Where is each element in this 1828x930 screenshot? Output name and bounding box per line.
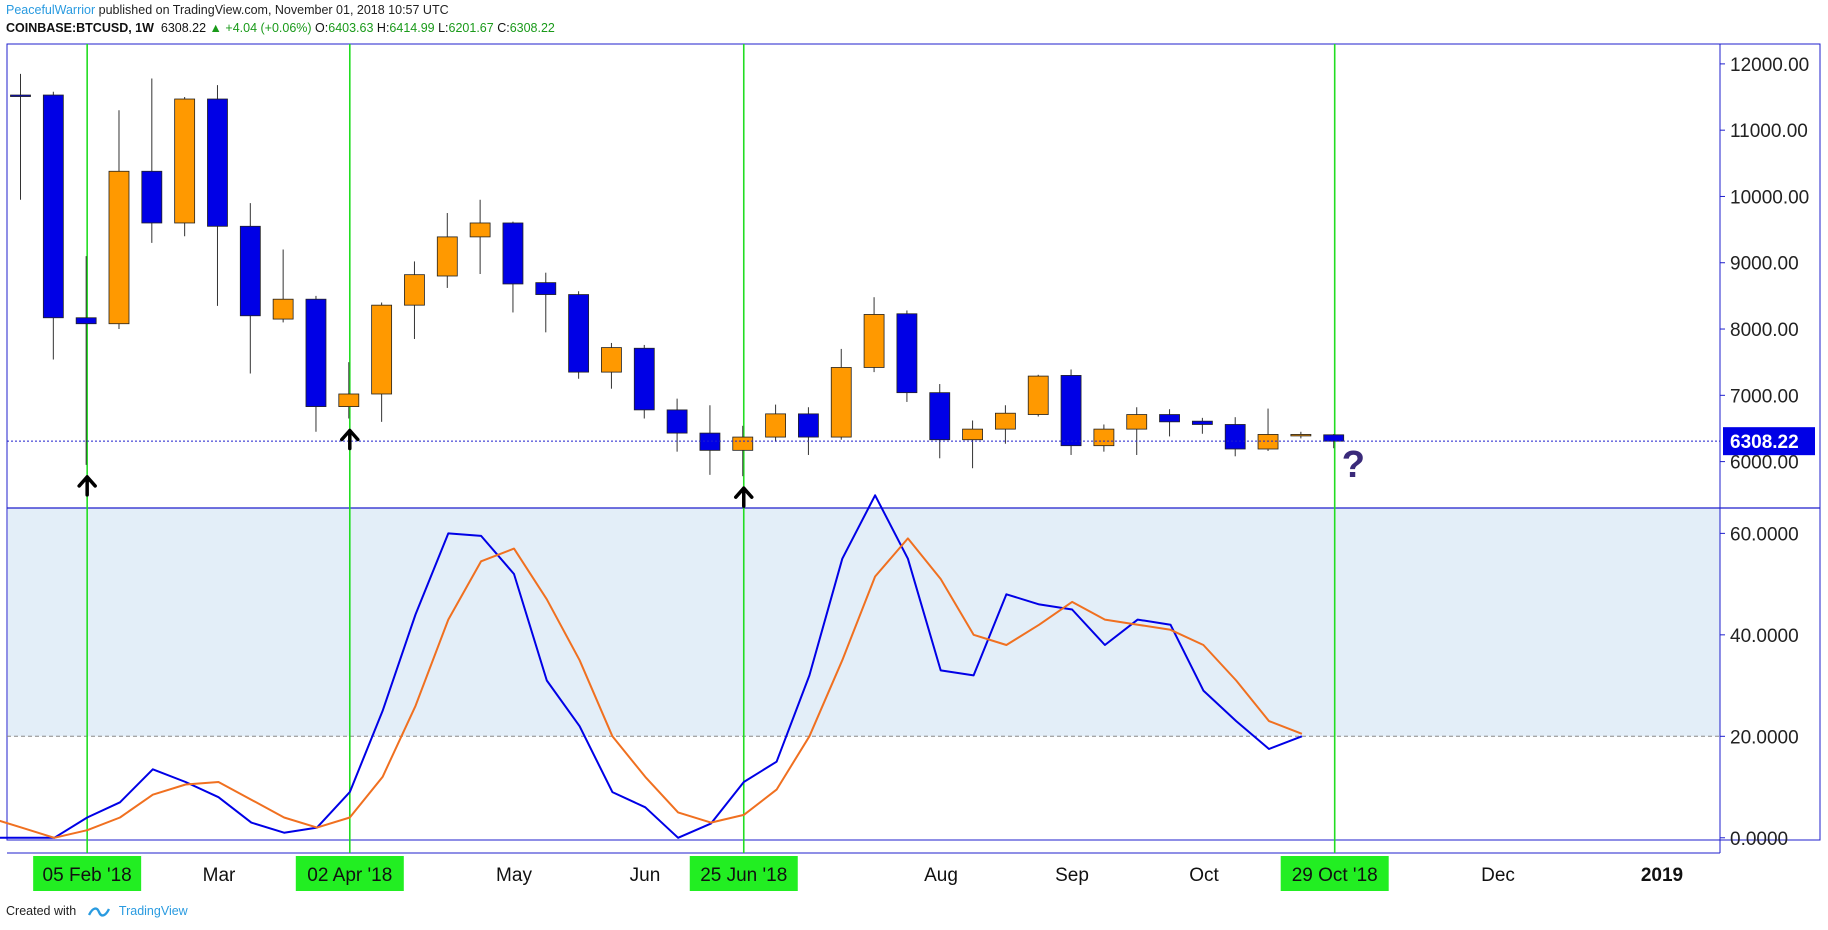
high-label: H: <box>376 21 390 35</box>
candle-body[interactable] <box>633 347 655 411</box>
candle-body[interactable] <box>75 317 97 325</box>
price-change: ▲ +4.04 (+0.06%) <box>209 21 312 35</box>
candle-body[interactable] <box>305 298 327 407</box>
stoch-k-line[interactable] <box>0 494 1303 839</box>
candle-body[interactable] <box>1093 428 1115 447</box>
stoch-tick-label: 60.0000 <box>1730 524 1799 545</box>
price-tick-label: 9000.00 <box>1730 254 1799 275</box>
up-arrow-icon <box>734 486 754 508</box>
stoch-tick-label: 20.0000 <box>1730 727 1799 748</box>
date-marker-badge <box>33 856 142 891</box>
candle-body[interactable] <box>469 222 491 238</box>
stoch-tick-label: 0.0000 <box>1730 829 1788 850</box>
candle-body[interactable] <box>174 98 196 224</box>
tradingview-link[interactable]: TradingView <box>118 904 188 918</box>
candle-body[interactable] <box>699 432 721 451</box>
candle-body[interactable] <box>1323 434 1345 442</box>
time-tick-label: Oct <box>1189 865 1219 886</box>
price-tick-label: 10000.00 <box>1730 187 1809 208</box>
symbol-label: COINBASE:BTCUSD, 1W <box>6 21 154 35</box>
time-tick-label: Mar <box>203 865 236 886</box>
candle-body[interactable] <box>371 304 393 395</box>
question-mark-annotation: ? <box>1342 444 1365 486</box>
candle-body[interactable] <box>1257 434 1279 450</box>
candle-body[interactable] <box>601 347 622 373</box>
stoch-d-line[interactable] <box>0 537 1303 839</box>
price-tick-label: 8000.00 <box>1730 320 1799 341</box>
created-with-text: Created with <box>6 904 77 918</box>
open-label: O: <box>315 21 329 35</box>
candle-body[interactable] <box>995 412 1016 430</box>
candle-body[interactable] <box>830 367 852 438</box>
time-tick-label: May <box>496 865 532 886</box>
candle-body[interactable] <box>568 294 590 373</box>
open-value: 6403.63 <box>328 21 374 35</box>
candle-body[interactable] <box>108 170 130 325</box>
candle-body[interactable] <box>1224 424 1246 450</box>
candle-body[interactable] <box>666 409 688 434</box>
time-tick-label: Sep <box>1055 865 1089 886</box>
candle-body[interactable] <box>436 236 458 277</box>
candle-body[interactable] <box>207 98 228 227</box>
candle-body[interactable] <box>798 413 819 438</box>
tradingview-logo-icon <box>87 907 110 917</box>
author-link[interactable]: PeacefulWarrior <box>6 3 96 17</box>
stoch-tick-label: 40.0000 <box>1730 626 1799 647</box>
close-value: 6308.22 <box>509 21 555 35</box>
candle-body[interactable] <box>962 428 983 441</box>
candle-body[interactable] <box>1159 414 1180 423</box>
time-tick-label: Dec <box>1481 865 1515 886</box>
candle-body[interactable] <box>239 225 261 317</box>
candle-body[interactable] <box>929 392 951 441</box>
candle-body[interactable] <box>141 170 163 224</box>
time-tick-label: 25 Jun '18 <box>700 865 787 886</box>
time-tick-label: 05 Feb '18 <box>43 865 132 886</box>
candle-body[interactable] <box>1027 375 1049 415</box>
candle-body[interactable] <box>1191 420 1213 425</box>
date-marker-badge <box>689 856 798 891</box>
price-tick-label: 7000.00 <box>1730 386 1799 407</box>
candle-body[interactable] <box>272 298 294 320</box>
low-label: L: <box>438 21 449 35</box>
price-tick-label: 12000.00 <box>1730 55 1809 76</box>
candle-body[interactable] <box>404 274 425 306</box>
candle-body[interactable] <box>732 436 754 451</box>
candle-body[interactable] <box>1290 434 1312 437</box>
low-value: 6201.67 <box>448 21 494 35</box>
high-value: 6414.99 <box>389 21 435 35</box>
time-tick-label: Aug <box>924 865 958 886</box>
last-price: 6308.22 <box>160 21 207 35</box>
ohlc-legend: COINBASE:BTCUSD, 1W 6308.22 ▲ +4.04 (+0.… <box>6 21 555 35</box>
candle-body[interactable] <box>1126 414 1148 430</box>
candle-body[interactable] <box>896 313 918 394</box>
candle-body[interactable] <box>10 94 31 97</box>
time-tick-label: Jun <box>630 865 661 886</box>
chart-frame <box>6 43 1821 841</box>
last-price-tag <box>1723 427 1815 456</box>
last-price-label: 6308.22 <box>1730 432 1799 453</box>
publish-text: published on TradingView.com, November 0… <box>98 3 449 17</box>
date-marker-badge <box>295 856 404 891</box>
publish-info: PeacefulWarrior published on TradingView… <box>6 3 449 17</box>
up-arrow-icon <box>340 428 360 451</box>
candle-body[interactable] <box>42 94 64 319</box>
candle-body[interactable] <box>863 314 885 368</box>
candle-body[interactable] <box>765 413 786 438</box>
price-tick-label: 6000.00 <box>1730 453 1799 474</box>
price-tick-label: 11000.00 <box>1730 121 1808 142</box>
time-tick-label: 2019 <box>1641 865 1683 886</box>
time-tick-label: 02 Apr '18 <box>307 865 392 886</box>
candle-body[interactable] <box>1060 375 1082 447</box>
candle-body[interactable] <box>502 222 524 285</box>
up-arrow-icon <box>77 475 97 497</box>
time-tick-label: 29 Oct '18 <box>1292 865 1378 886</box>
stoch-band <box>8 508 1720 737</box>
date-marker-badge <box>1280 856 1389 891</box>
candle-body[interactable] <box>535 282 557 295</box>
candle-body[interactable] <box>338 393 360 407</box>
footer: Created with TradingView <box>6 904 188 919</box>
close-label: C: <box>497 21 510 35</box>
